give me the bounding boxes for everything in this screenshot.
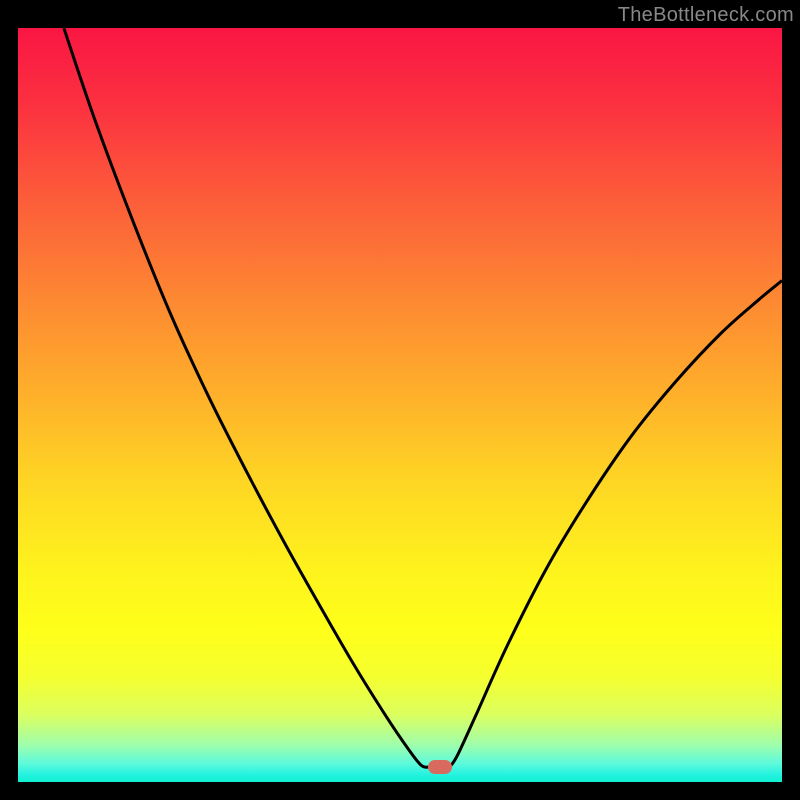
left-curve: [64, 28, 431, 767]
right-curve: [450, 281, 782, 767]
chart-container: TheBottleneck.com: [0, 0, 800, 800]
curve-svg: [18, 28, 782, 782]
watermark-text: TheBottleneck.com: [618, 4, 794, 27]
plot-area: [18, 28, 782, 782]
bottleneck-marker: [428, 760, 452, 774]
